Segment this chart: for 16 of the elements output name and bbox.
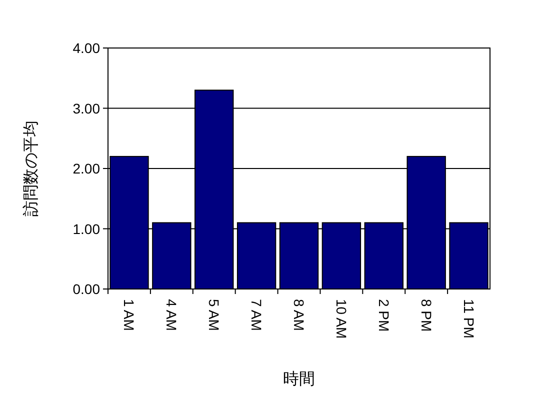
x-tick-label: 5 AM — [206, 299, 222, 331]
y-axis-title: 訪問数の平均 — [22, 120, 40, 216]
y-tick-label: 1.00 — [72, 220, 100, 237]
x-tick-label: 1 AM — [121, 299, 138, 331]
x-tick-label: 10 AM — [333, 299, 350, 339]
x-tick-label: 8 AM — [291, 299, 307, 331]
y-tick-label: 2.00 — [72, 160, 100, 176]
y-tick-label: 4.00 — [72, 40, 100, 56]
x-tick-label: 4 AM — [164, 299, 180, 331]
x-tick-label: 11 PM — [460, 299, 477, 338]
x-tick-label: 7 AM — [248, 299, 265, 331]
y-tick-label: 0.00 — [72, 281, 100, 297]
x-tick-label: 2 PM — [376, 299, 392, 332]
y-tick-label: 3.00 — [72, 100, 100, 116]
x-axis-title: 時間 — [283, 370, 315, 388]
x-tick-label: 8 PM — [418, 299, 434, 332]
